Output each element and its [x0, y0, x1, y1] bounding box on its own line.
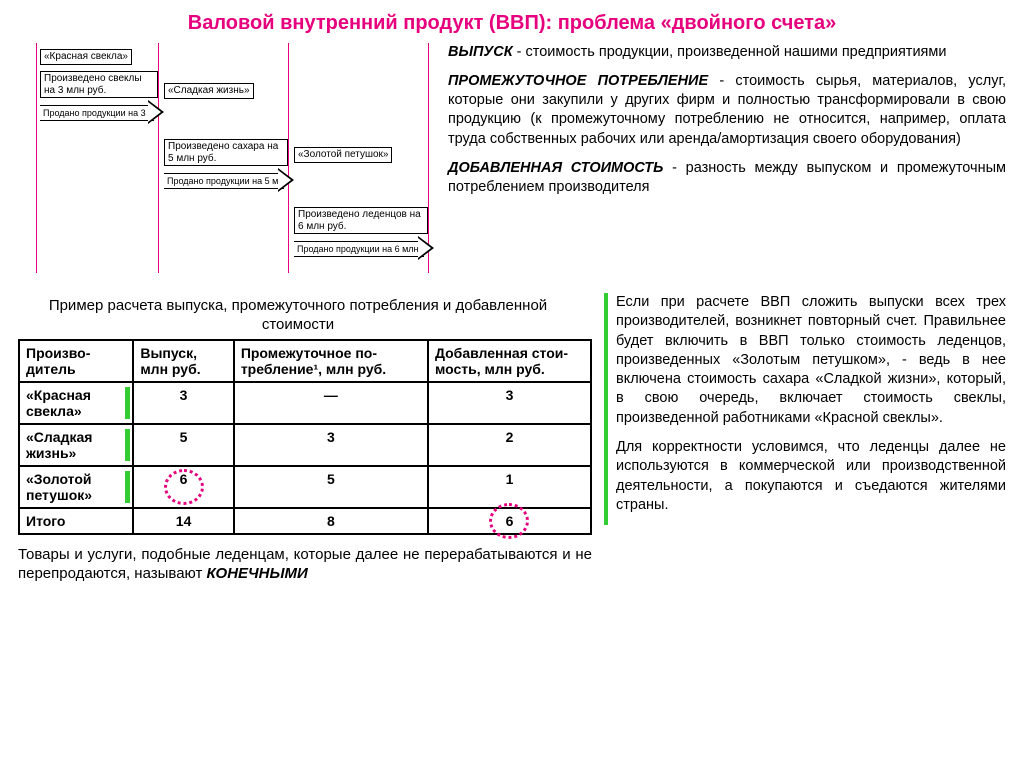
- cell-producer: «Золотой петушок»: [19, 466, 133, 508]
- cell-value: 14: [133, 508, 233, 534]
- definitions-block: ВЫПУСК - стоимость продукции, произведен…: [448, 43, 1006, 293]
- cell-value: 2: [428, 424, 591, 466]
- cell-producer: «Красная свекла»: [19, 382, 133, 424]
- page-title: Валовой внутренний продукт (ВВП): пробле…: [18, 12, 1006, 35]
- term-value-added: ДОБАВЛЕННАЯ СТОИМОСТЬ: [448, 160, 663, 176]
- footnote-term: КОНЕЧНЫМИ: [207, 565, 308, 582]
- term-output: ВЫПУСК: [448, 44, 513, 60]
- stage1-arrow: Продано продукции на 3 млн руб.: [40, 105, 154, 121]
- table-row: «Золотой петушок»651: [19, 466, 591, 508]
- cell-value: 6: [133, 466, 233, 508]
- cell-value: 6: [428, 508, 591, 534]
- cell-value: 3: [234, 424, 428, 466]
- cell-value: 1: [428, 466, 591, 508]
- stage1-body: Произведено свеклы на 3 млн руб.: [40, 71, 158, 98]
- cell-value: 3: [133, 382, 233, 424]
- term-intermediate: ПРОМЕЖУТОЧНОЕ ПОТРЕБЛЕНИЕ: [448, 73, 708, 89]
- cell-value: 5: [234, 466, 428, 508]
- table-row: «Сладкая жизнь»532: [19, 424, 591, 466]
- def-output: - стоимость продукции, произведенной наш…: [513, 44, 947, 60]
- highlight-circle: [489, 503, 529, 539]
- highlight-circle: [164, 469, 204, 505]
- stage3-body: Произведено леденцов на 6 млн руб.: [294, 207, 428, 234]
- stage2-body: Произведено сахара на 5 млн руб.: [164, 139, 288, 166]
- stage2-arrow: Продано продукции на 5 млн руб.: [164, 173, 284, 189]
- stage3-title: «Золотой петушок»: [294, 147, 392, 163]
- cell-value: —: [234, 382, 428, 424]
- cell-value: 8: [234, 508, 428, 534]
- stage1-title: «Красная свекла»: [40, 49, 132, 65]
- cell-producer: Итого: [19, 508, 133, 534]
- flow-diagram: «Красная свекла» Произведено свеклы на 3…: [18, 43, 438, 293]
- table-row: «Красная свекла»3—3: [19, 382, 591, 424]
- cell-value: 5: [133, 424, 233, 466]
- cell-value: 3: [428, 382, 591, 424]
- explanation-p1: Если при расчете ВВП сложить выпуски все…: [616, 293, 1006, 428]
- explanation-p2: Для корректности условимся, что леденцы …: [616, 438, 1006, 515]
- col-output: Выпуск, млн руб.: [133, 340, 233, 382]
- col-va: Добавленная стои-мость, млн руб.: [428, 340, 591, 382]
- footnote-final-goods: Товары и услуги, подобные леденцам, кото…: [18, 545, 592, 584]
- stage2-title: «Сладкая жизнь»: [164, 83, 254, 99]
- calc-table: Произво-дитель Выпуск, млн руб. Промежут…: [18, 339, 592, 535]
- col-producer: Произво-дитель: [19, 340, 133, 382]
- cell-producer: «Сладкая жизнь»: [19, 424, 133, 466]
- table-caption: Пример расчета выпуска, промежуточного п…: [18, 297, 578, 335]
- explanation-block: Если при расчете ВВП сложить выпуски все…: [604, 293, 1006, 525]
- col-inter: Промежуточное по-требление¹, млн руб.: [234, 340, 428, 382]
- stage3-arrow: Продано продукции на 6 млн руб.: [294, 241, 424, 257]
- table-row: Итого1486: [19, 508, 591, 534]
